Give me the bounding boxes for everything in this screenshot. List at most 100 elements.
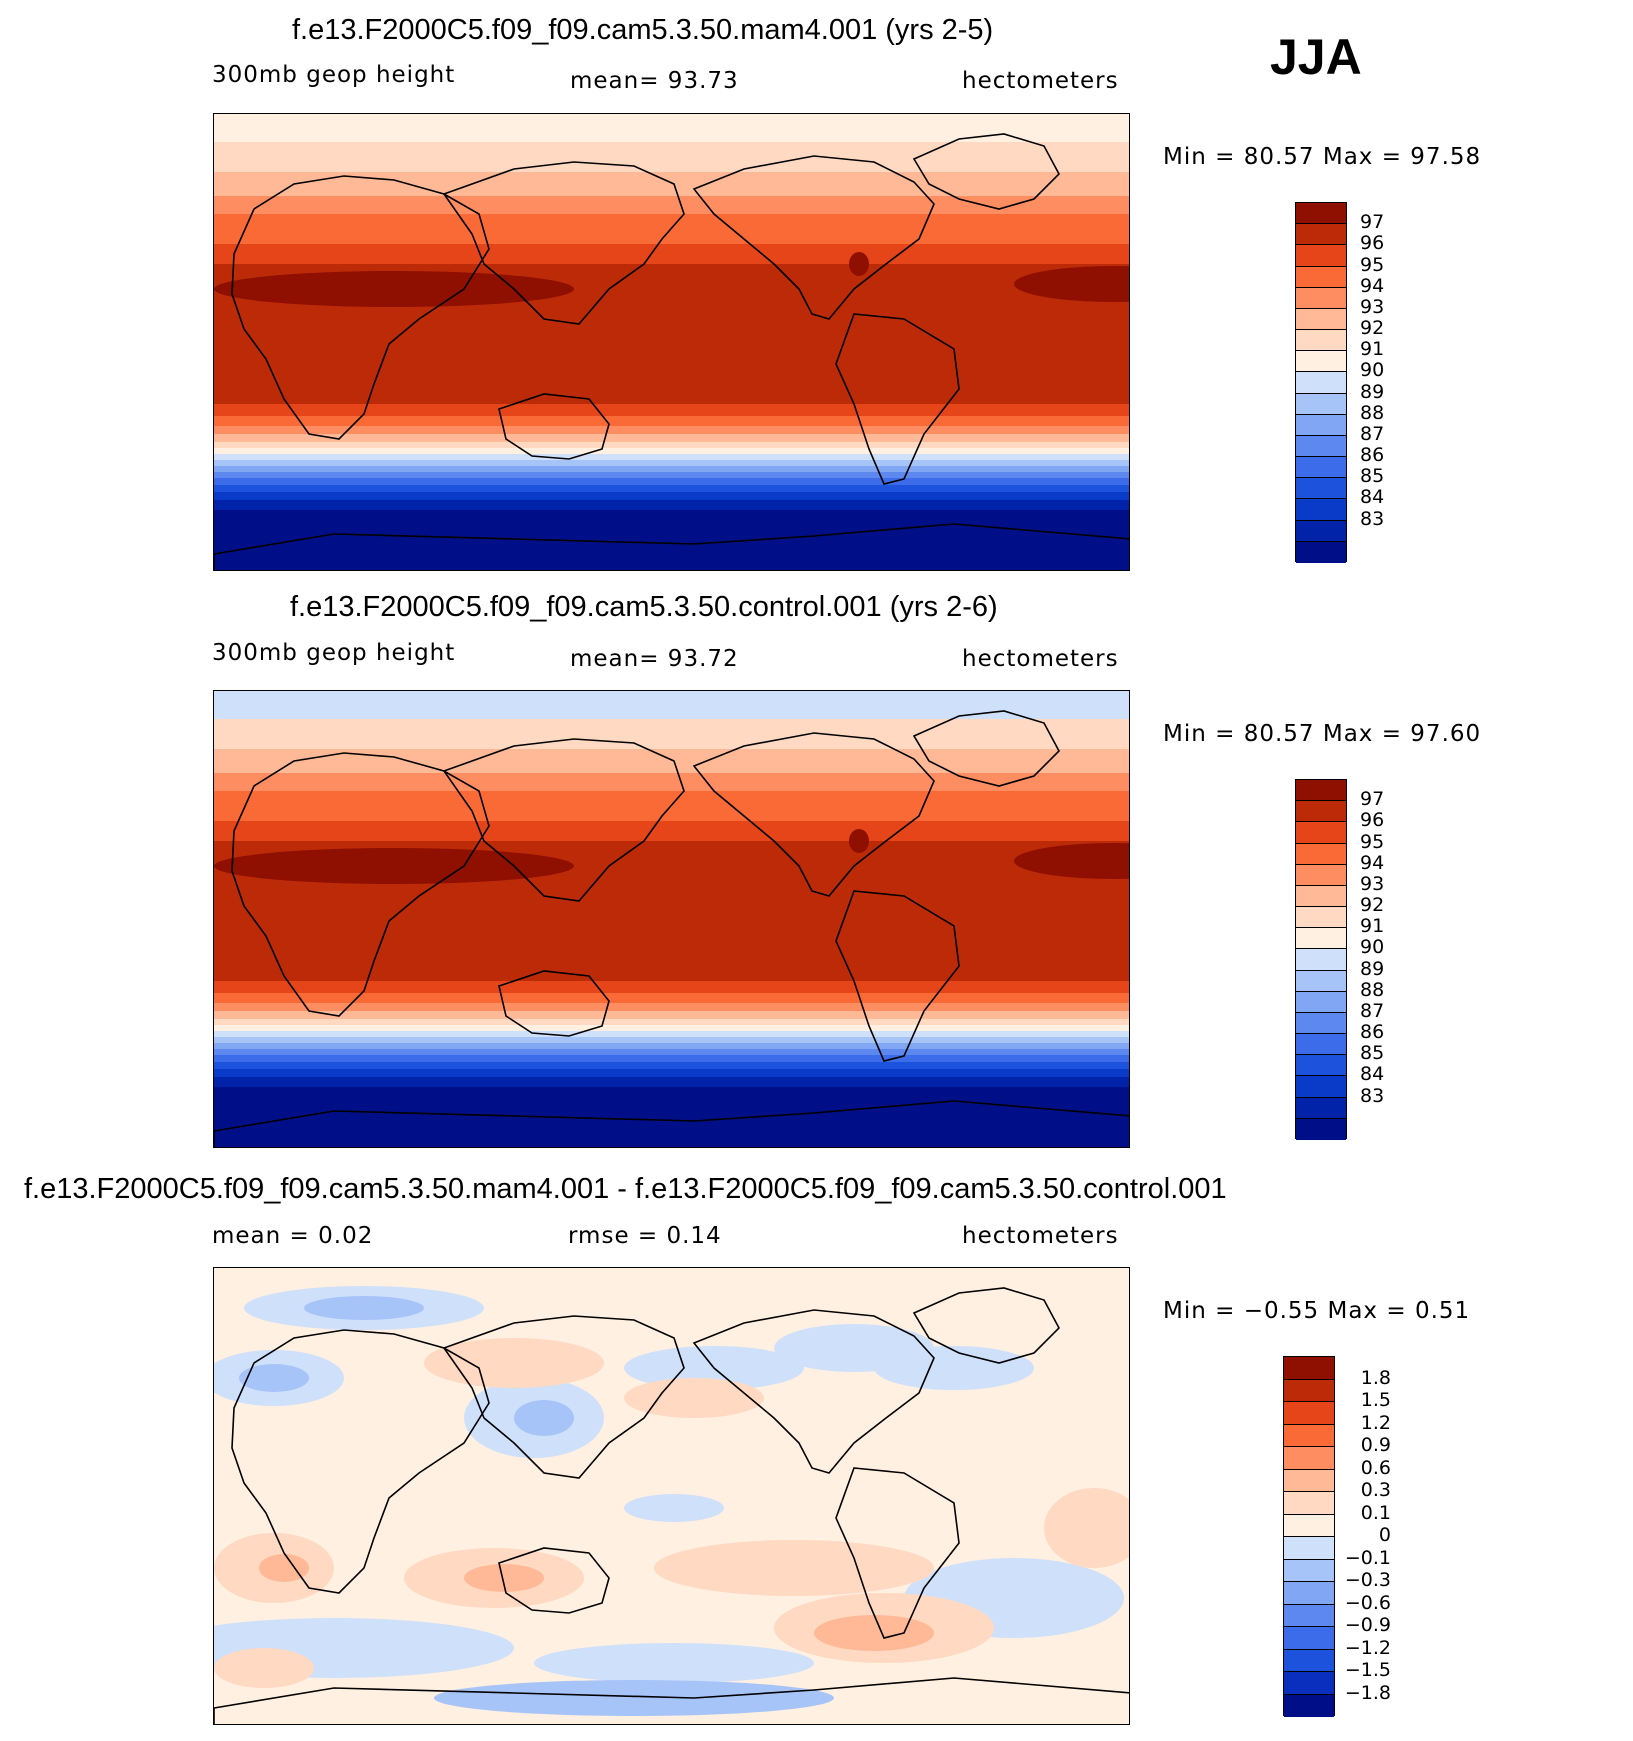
colorbar-swatch xyxy=(1296,372,1346,394)
contour-band xyxy=(214,1077,1129,1087)
colorbar-tick-label: 93 xyxy=(1360,295,1385,318)
panel-3-minmax: Min = −0.55 Max = 0.51 xyxy=(1163,1298,1471,1324)
colorbar-swatch xyxy=(1284,1582,1334,1605)
contour-band xyxy=(214,404,1129,416)
colorbar-tick-label: 88 xyxy=(1360,401,1385,424)
contour-band xyxy=(214,993,1129,1003)
coastline xyxy=(214,523,1129,570)
colorbar-swatch xyxy=(1296,1118,1346,1140)
panel-2-title: f.e13.F2000C5.f09_f09.cam5.3.50.control.… xyxy=(290,591,998,623)
colorbar-swatch xyxy=(1284,1514,1334,1537)
colorbar-tick-label: −0.3 xyxy=(1344,1569,1391,1591)
coastline xyxy=(692,155,935,320)
colorbar-swatch xyxy=(1296,266,1346,288)
contour-band xyxy=(214,981,1129,993)
colorbar-swatch xyxy=(1296,928,1346,950)
colorbar-swatch xyxy=(1296,1012,1346,1035)
contour-blob xyxy=(654,1540,934,1596)
colorbar-swatch xyxy=(1296,1097,1346,1119)
colorbar-swatch xyxy=(1284,1537,1334,1560)
coastline xyxy=(442,738,685,902)
colorbar-swatch xyxy=(1296,801,1346,823)
colorbar-swatch xyxy=(1296,245,1346,267)
colorbar-tick-label: −1.8 xyxy=(1344,1681,1391,1704)
colorbar-swatch xyxy=(1296,1076,1346,1098)
colorbar-tick-label: 94 xyxy=(1360,851,1385,874)
contour-band xyxy=(214,500,1129,510)
contour-band xyxy=(214,442,1129,448)
colorbar-tick-label: 0.1 xyxy=(1360,1501,1391,1524)
contour-band xyxy=(214,791,1129,821)
colorbar-swatch xyxy=(1296,1055,1346,1077)
colorbar-swatch xyxy=(1296,499,1346,521)
contour-band xyxy=(214,478,1129,485)
contour-band xyxy=(214,426,1129,434)
colorbar-swatches xyxy=(1295,202,1347,563)
colorbar-swatch xyxy=(1284,1492,1334,1515)
contour-blob xyxy=(424,1338,604,1388)
coastline xyxy=(498,393,610,460)
colorbar-swatch xyxy=(1296,907,1346,929)
colorbar-swatch xyxy=(1284,1402,1334,1425)
colorbar-tick-label: 97 xyxy=(1360,788,1385,811)
colorbar-swatch xyxy=(1284,1379,1334,1402)
contour-band xyxy=(214,1043,1129,1049)
colorbar-tick-label: 86 xyxy=(1360,444,1385,467)
contour-band xyxy=(214,1062,1129,1069)
colorbar-tick-label: 94 xyxy=(1360,274,1385,297)
colorbar-swatch xyxy=(1296,991,1346,1013)
panel-3-title: f.e13.F2000C5.f09_f09.cam5.3.50.mam4.001… xyxy=(24,1173,1227,1205)
colorbar-swatch xyxy=(1296,949,1346,971)
colorbar-tick-label: 1.8 xyxy=(1360,1366,1391,1389)
colorbar-tick-label: 0.3 xyxy=(1360,1479,1391,1501)
contour-band xyxy=(214,244,1129,264)
coastline xyxy=(442,161,685,325)
contour-band xyxy=(214,1037,1129,1043)
colorbar-swatch xyxy=(1284,1447,1334,1470)
panel-2-field xyxy=(214,691,1129,1147)
coastline xyxy=(231,752,490,1017)
contour-band xyxy=(214,1025,1129,1031)
colorbar-tick-label: 95 xyxy=(1360,830,1385,853)
panel-3-map xyxy=(213,1267,1130,1725)
colorbar-swatch xyxy=(1296,287,1346,309)
colorbar-tick-label: 85 xyxy=(1360,1042,1385,1065)
colorbar-swatch xyxy=(1296,224,1346,246)
panel-2-minmax: Min = 80.57 Max = 97.60 xyxy=(1163,721,1482,747)
colorbar-swatch xyxy=(1284,1694,1334,1717)
colorbar-swatch xyxy=(1296,541,1346,563)
contour-blob xyxy=(1014,266,1129,302)
contour-band xyxy=(214,485,1129,492)
contour-band xyxy=(214,448,1129,454)
contour-band xyxy=(214,510,1129,570)
colorbar-tick-label: 0 xyxy=(1378,1524,1391,1546)
colorbar-tick-label: 91 xyxy=(1360,915,1385,938)
coastline xyxy=(231,175,490,440)
panel-2-variable-label: 300mb geop height xyxy=(212,640,456,666)
contour-blob xyxy=(259,1554,309,1582)
colorbar-swatch xyxy=(1296,970,1346,992)
contour-band xyxy=(214,1087,1129,1147)
coastline xyxy=(912,133,1060,210)
colorbar-swatch xyxy=(1296,843,1346,865)
contour-blob xyxy=(624,1378,764,1418)
contour-band xyxy=(214,492,1129,500)
contour-blob xyxy=(214,271,574,307)
contour-band xyxy=(214,1069,1129,1077)
colorbar-tick-label: 84 xyxy=(1360,486,1385,509)
colorbar-tick-label: −0.6 xyxy=(1344,1591,1391,1614)
contour-band xyxy=(214,454,1129,460)
panel-1-colorbar: 97 96 95 94 93 92 91 90 89 88 87 86 85 84 83 xyxy=(1295,202,1395,563)
colorbar-swatch xyxy=(1296,780,1346,802)
colorbar-swatch xyxy=(1296,864,1346,886)
colorbar-tick-label: 89 xyxy=(1360,957,1385,980)
colorbar-swatch xyxy=(1284,1357,1334,1380)
contour-blob xyxy=(849,252,869,276)
colorbar-tick-label: 1.5 xyxy=(1360,1389,1391,1411)
contour-band xyxy=(214,749,1129,773)
colorbar-tick-label: 96 xyxy=(1360,809,1385,832)
panel-3-units-label: hectometers xyxy=(962,1223,1119,1249)
panel-2-map xyxy=(213,690,1130,1148)
contour-band xyxy=(214,1003,1129,1011)
coastline xyxy=(442,1315,685,1479)
